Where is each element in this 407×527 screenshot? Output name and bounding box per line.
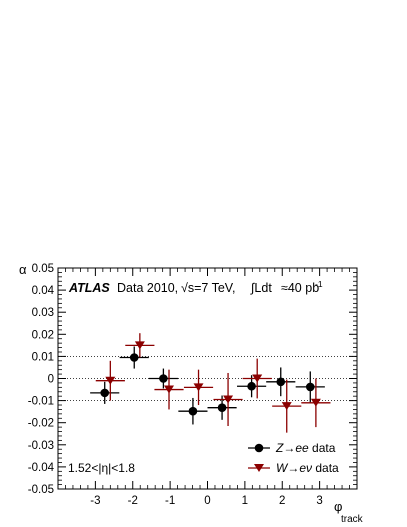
w-data-point <box>213 372 243 427</box>
x-tick-label: -2 <box>128 495 138 507</box>
triangle-marker <box>105 376 116 385</box>
legend-marker-w <box>248 464 270 472</box>
z-data-point <box>119 346 149 369</box>
triangle-marker <box>310 398 321 407</box>
x-tick-label: 0 <box>204 495 210 507</box>
x-axis-ticks <box>65 268 350 489</box>
y-tick-label: -0.01 <box>28 396 54 408</box>
luminosity-exponent: -1 <box>315 279 323 289</box>
legend-label-z: Z→ee data <box>275 441 336 455</box>
reference-lines <box>58 355 357 402</box>
y-tick-label: -0.05 <box>28 484 54 496</box>
triangle-marker <box>223 395 234 404</box>
w-data-point <box>125 333 155 358</box>
triangle-marker <box>252 374 263 383</box>
luminosity-prefix: ∫Ldt <box>250 281 272 295</box>
w-data-point <box>95 360 125 401</box>
atlas-label: ATLAS <box>68 281 110 295</box>
w-series-points <box>95 333 331 433</box>
atlas-annotation: ATLAS Data 2010, √s=7 TeV, ∫Ldt ≈40 pb -… <box>68 279 323 295</box>
w-data-point <box>154 369 184 410</box>
y-axis-label: α <box>19 262 27 277</box>
eta-range-label: 1.52<|η|<1.8 <box>68 461 135 475</box>
z-data-point <box>148 368 178 389</box>
w-data-point <box>301 378 331 428</box>
triangle-marker <box>193 383 204 392</box>
w-data-point <box>272 379 302 433</box>
circle-marker <box>100 388 110 398</box>
circle-marker <box>305 382 315 392</box>
y-tick-label: 0.04 <box>32 285 55 297</box>
y-tick-label: -0.04 <box>28 462 55 474</box>
z-data-point <box>178 397 208 425</box>
z-data-point <box>295 371 325 403</box>
luminosity-value: ≈40 pb <box>281 281 319 295</box>
x-tick-label: 2 <box>279 495 285 507</box>
circle-marker <box>247 381 256 391</box>
energy-label: √s=7 TeV, <box>181 281 235 295</box>
triangle-marker <box>281 402 292 411</box>
z-data-point <box>266 367 296 397</box>
circle-marker <box>217 403 227 412</box>
w-data-point <box>242 358 272 399</box>
x-tick-label: -3 <box>90 495 100 507</box>
x-axis-tick-labels: -3 -2 -1 0 1 2 3 <box>90 495 323 507</box>
y-tick-label: 0.01 <box>32 351 54 363</box>
x-tick-label: 3 <box>316 495 322 507</box>
y-tick-label: 0.03 <box>32 307 54 319</box>
circle-marker <box>159 374 168 383</box>
data-year-label: Data 2010, <box>117 281 178 295</box>
x-tick-label: -1 <box>165 495 175 507</box>
y-tick-label: -0.03 <box>28 440 54 452</box>
y-tick-label: -0.02 <box>28 418 54 430</box>
y-axis-ticks <box>58 267 357 490</box>
x-axis-label: φ <box>334 499 342 514</box>
legend: Z→ee data W→eν data <box>248 441 339 475</box>
circle-marker <box>276 377 286 387</box>
y-tick-label: 0.02 <box>32 329 54 341</box>
z-data-point <box>90 381 120 404</box>
y-tick-label: 0.05 <box>32 263 54 275</box>
y-axis-tick-labels: -0.05 -0.04 -0.03 -0.02 -0.01 0 0.01 0.02 0.03 0.… <box>28 263 55 496</box>
triangle-marker <box>164 385 175 394</box>
y-tick-label: 0 <box>48 374 54 386</box>
w-data-point <box>183 369 214 406</box>
x-tick-label: 1 <box>242 495 248 507</box>
x-axis-label-subscript: track <box>341 514 364 525</box>
circle-marker <box>129 353 139 362</box>
legend-label-w: W→eν data <box>276 461 339 475</box>
circle-marker <box>188 406 198 416</box>
legend-marker-z <box>248 443 270 453</box>
triangle-marker <box>134 341 145 350</box>
